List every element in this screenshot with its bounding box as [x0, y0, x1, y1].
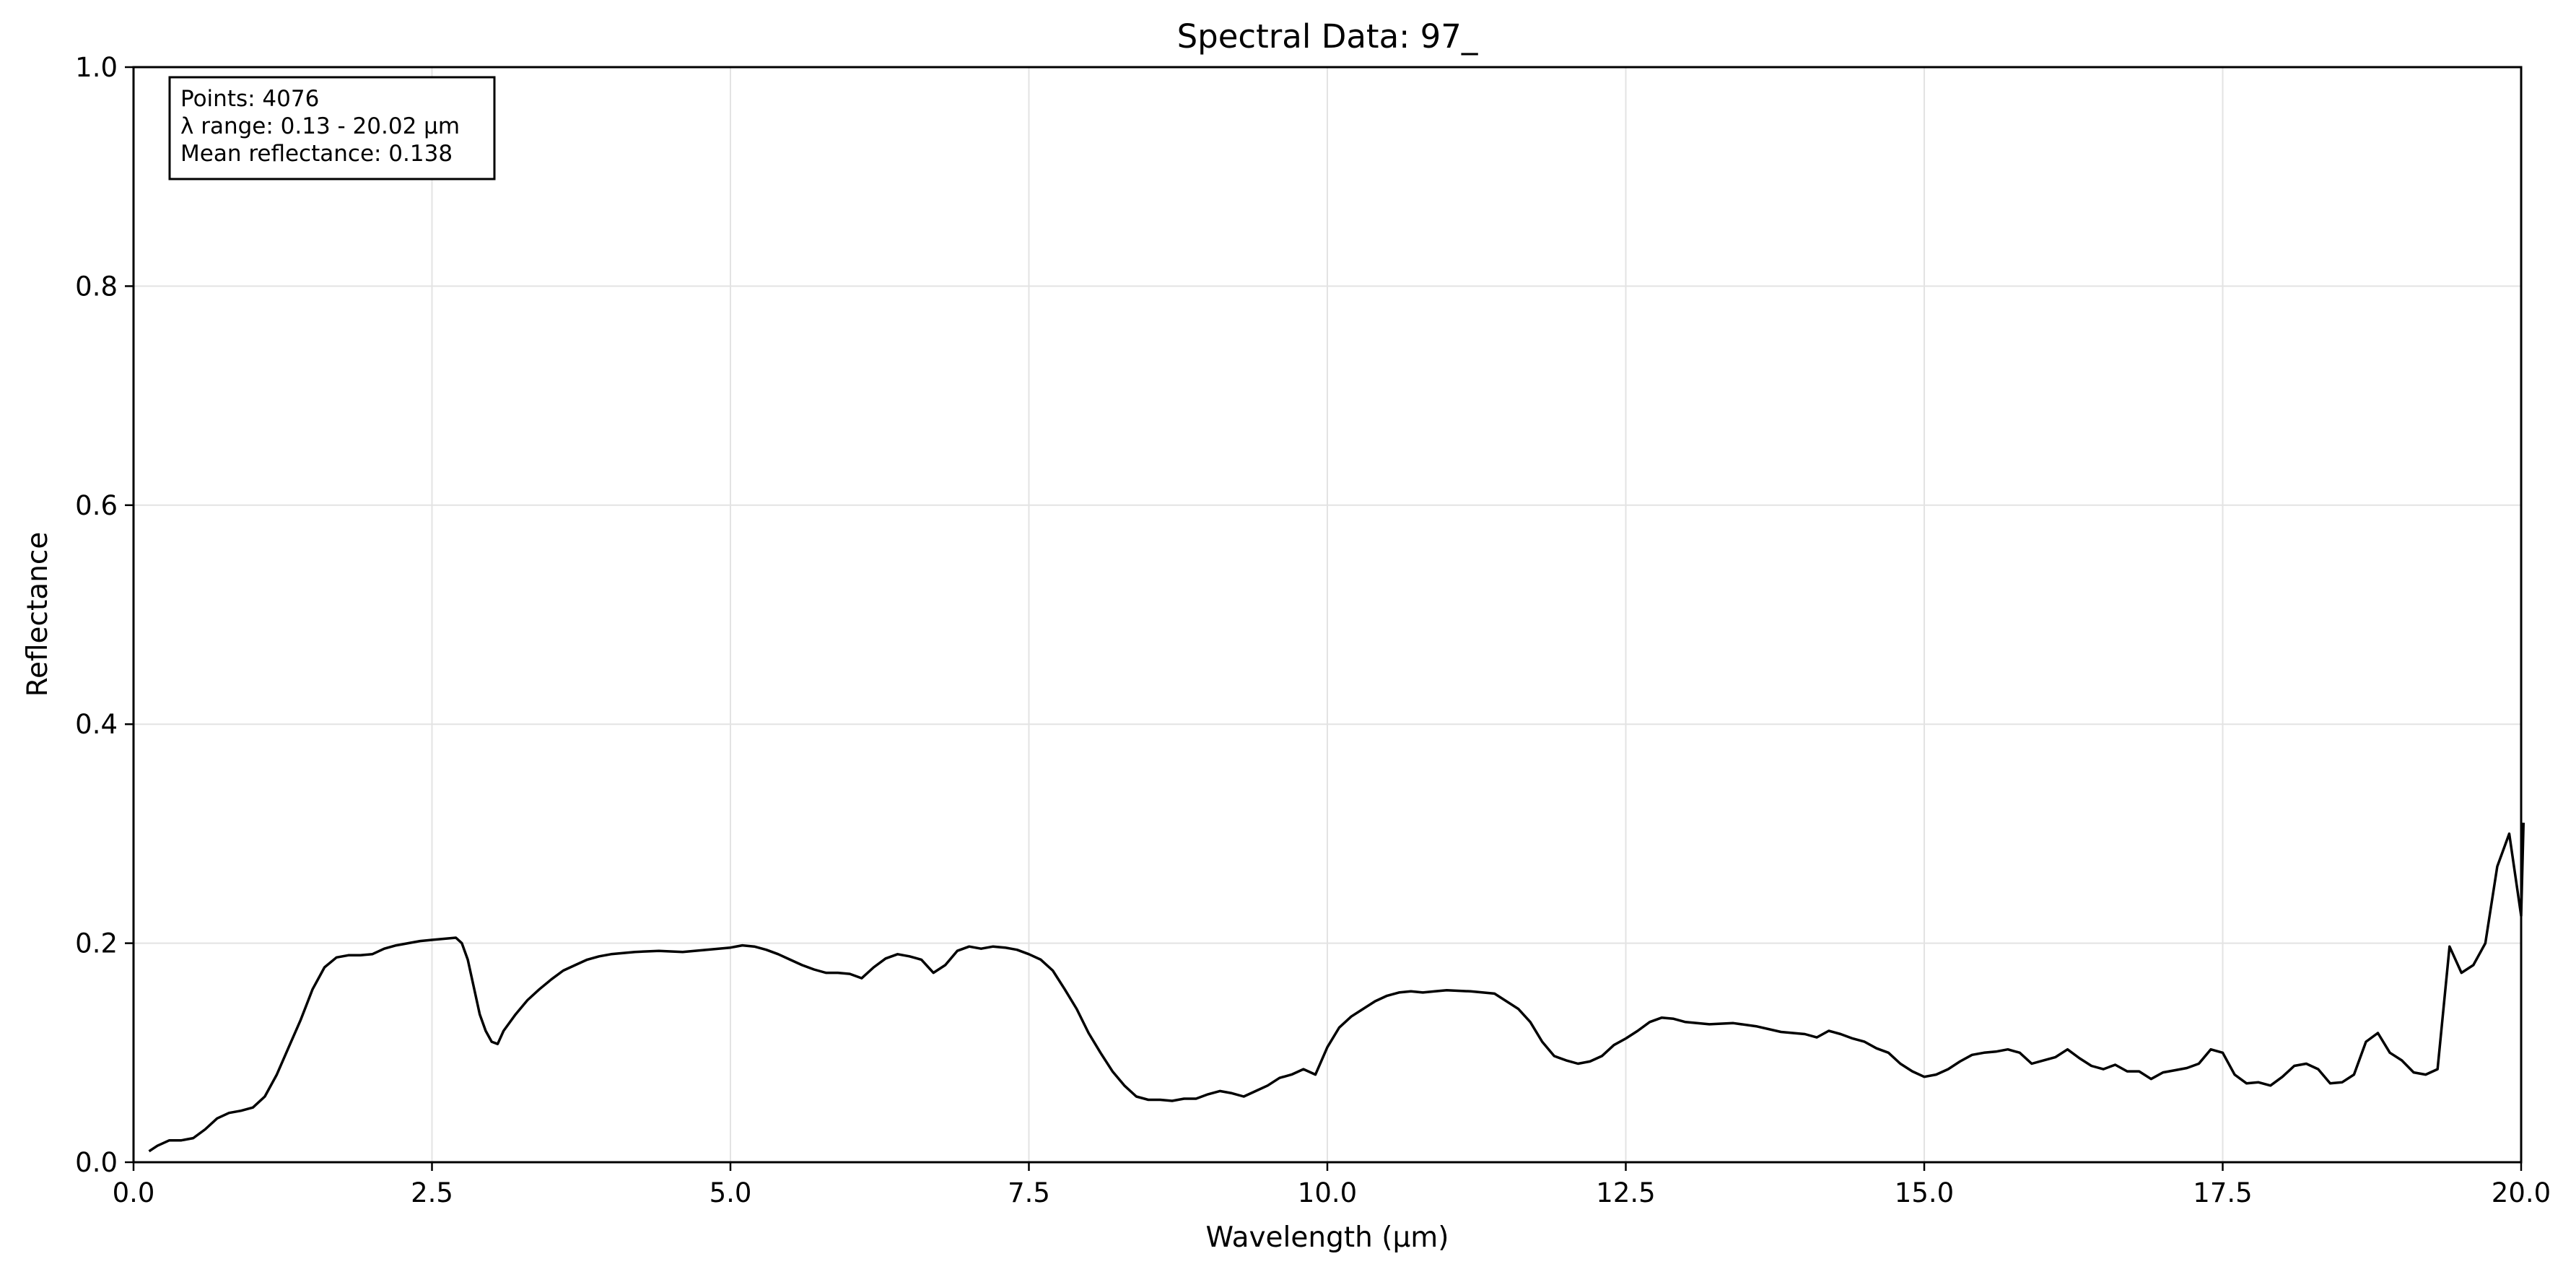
info-points: Points: 4076 [180, 86, 319, 112]
y-tick-label: 0.6 [75, 490, 118, 521]
spectrum-line [148, 822, 2525, 1153]
y-tick-label: 0.4 [75, 709, 118, 740]
y-tick-label: 0.0 [75, 1147, 118, 1178]
info-box-frame [168, 76, 496, 180]
x-tick-label: 0.0 [113, 1177, 155, 1208]
axis-ticks: 0.0 2.5 5.0 7.5 10.0 12.5 15.0 17.5 20.0 0.0 0.2 0.… [75, 52, 2551, 1208]
y-tick-label: 1.0 [75, 52, 118, 83]
x-tick-label: 5.0 [710, 1177, 752, 1208]
x-tick-label: 10.0 [1298, 1177, 1357, 1208]
x-axis-label: Wavelength (µm) [1206, 1221, 1449, 1254]
chart-title: Spectral Data: 97_ [1177, 17, 1478, 56]
x-tick-label: 15.0 [1895, 1177, 1954, 1208]
x-tick-label: 17.5 [2193, 1177, 2252, 1208]
info-box: Points: 4076 λ range: 0.13 - 20.02 µm Me… [168, 76, 496, 180]
info-mean: Mean reflectance: 0.138 [180, 141, 453, 167]
y-tick-label: 0.2 [75, 928, 118, 959]
x-tick-label: 20.0 [2492, 1177, 2551, 1208]
x-tick-label: 12.5 [1596, 1177, 1655, 1208]
x-tick-label: 7.5 [1008, 1177, 1050, 1208]
series-layer [148, 822, 2525, 1153]
x-tick-label: 2.5 [411, 1177, 453, 1208]
y-tick-label: 0.8 [75, 271, 118, 302]
y-axis-label: Reflectance [22, 532, 54, 697]
info-range: λ range: 0.13 - 20.02 µm [180, 113, 460, 139]
